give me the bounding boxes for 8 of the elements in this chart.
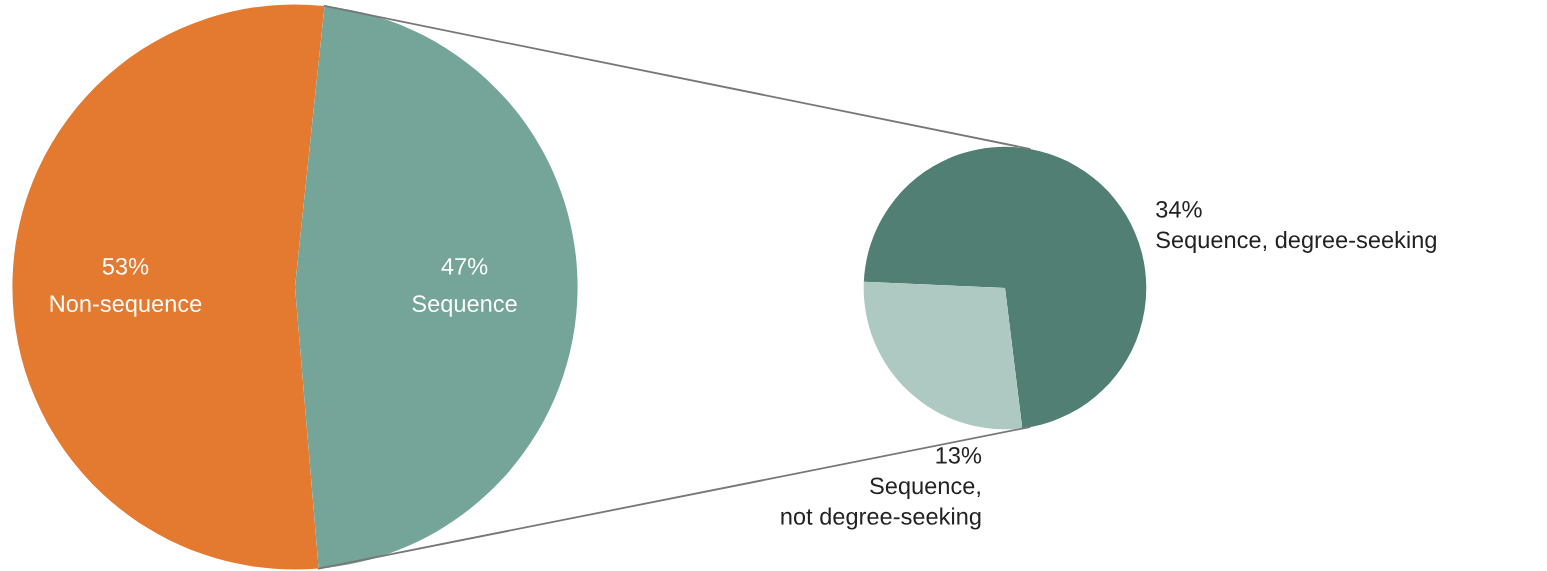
slice-label: Sequence, not degree-seeking [781,477,981,530]
data-label: 53% [102,257,149,275]
slice-label: Non-sequence [50,295,202,317]
slice-label: Sequence, degree-seeking [1156,230,1436,253]
slice-label: Sequence [412,295,517,317]
data-label: 13% [936,446,982,464]
data-label: 47% [441,258,488,275]
data-label: 34% [1156,200,1202,218]
